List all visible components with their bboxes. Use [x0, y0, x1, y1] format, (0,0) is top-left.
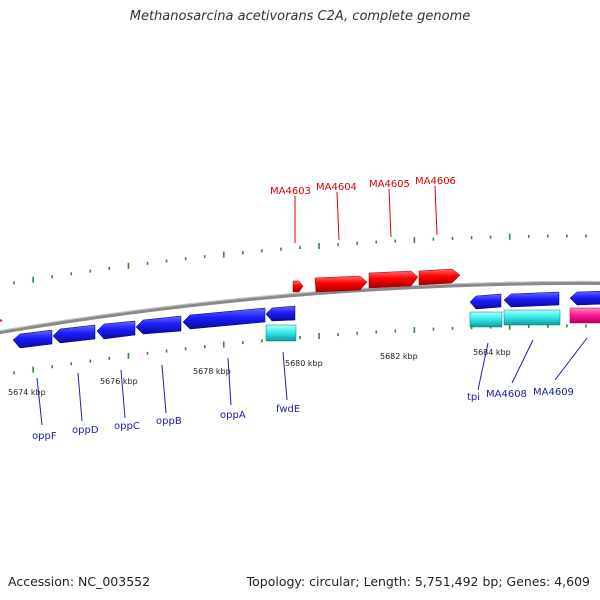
- label-tpi[interactable]: tpi: [467, 392, 480, 403]
- gene-arrow-ma4604[interactable]: [314, 275, 368, 293]
- upper-gene-labels: MA4603 MA4604 MA4605 MA4606: [270, 176, 456, 197]
- gene-block-ma4609[interactable]: [569, 307, 600, 324]
- reverse-gene-track: [12, 290, 600, 349]
- gene-block-ma4608[interactable]: [503, 309, 561, 326]
- gene-arrow-fwde-blue[interactable]: [265, 305, 296, 322]
- label-oppc[interactable]: oppC: [114, 421, 140, 432]
- scale-labels: 5674 kbp 5676 kbp 5678 kbp 5680 kbp 5682…: [8, 348, 511, 397]
- gene-block-tpi[interactable]: [469, 311, 503, 328]
- gene-arrow-oppa[interactable]: [182, 307, 266, 330]
- label-ma4604[interactable]: MA4604: [316, 182, 357, 193]
- label-ma4605[interactable]: MA4605: [369, 179, 410, 190]
- forward-gene-track: [292, 268, 461, 293]
- lower-leader-lines: [36, 337, 588, 426]
- map-title: Methanosarcina acetivorans C2A, complete…: [129, 9, 471, 24]
- gene-arrow-oppc[interactable]: [96, 320, 136, 340]
- upper-tick-marks: [13, 233, 587, 285]
- scale-label-5680: 5680 kbp: [285, 359, 323, 368]
- scale-label-5684: 5684 kbp: [473, 348, 511, 357]
- gene-arrow-oppb[interactable]: [135, 315, 182, 335]
- accession-text: Accession: NC_003552: [8, 574, 151, 589]
- genome-summary-text: Topology: circular; Length: 5,751,492 bp…: [246, 574, 590, 589]
- label-fwde[interactable]: fwdE: [276, 404, 300, 415]
- lower-gene-labels: oppF oppD oppC oppB oppA fwdE tpi MA4608…: [32, 387, 574, 442]
- label-oppd[interactable]: oppD: [72, 425, 99, 436]
- scale-label-5676: 5676 kbp: [100, 377, 138, 386]
- gene-arrow-ma4603[interactable]: [292, 280, 304, 293]
- label-ma4603[interactable]: MA4603: [270, 186, 311, 197]
- label-ma4608[interactable]: MA4608: [486, 389, 527, 400]
- genome-backbone: [0, 280, 600, 335]
- gene-arrow-oppd[interactable]: [52, 324, 96, 344]
- gene-arrow-ma4609-blue[interactable]: [569, 290, 600, 306]
- scale-label-5682: 5682 kbp: [380, 352, 418, 361]
- label-oppa[interactable]: oppA: [220, 410, 246, 421]
- upper-leader-lines: [294, 185, 438, 243]
- gene-arrow-ma4606[interactable]: [418, 268, 461, 286]
- label-ma4609[interactable]: MA4609: [533, 387, 574, 398]
- scale-label-5678: 5678 kbp: [193, 367, 231, 376]
- gene-arrow-oppf[interactable]: [12, 329, 53, 349]
- gene-arrow-ma4605[interactable]: [368, 270, 419, 289]
- gene-arrow-ma4608-blue[interactable]: [503, 291, 560, 308]
- label-oppf[interactable]: oppF: [32, 431, 57, 442]
- label-ma4606[interactable]: MA4606: [415, 176, 456, 187]
- gene-arrow-tpi-blue[interactable]: [469, 293, 502, 310]
- label-oppb[interactable]: oppB: [156, 416, 182, 427]
- scale-label-5674: 5674 kbp: [8, 388, 46, 397]
- gene-block-fwde[interactable]: [265, 324, 297, 342]
